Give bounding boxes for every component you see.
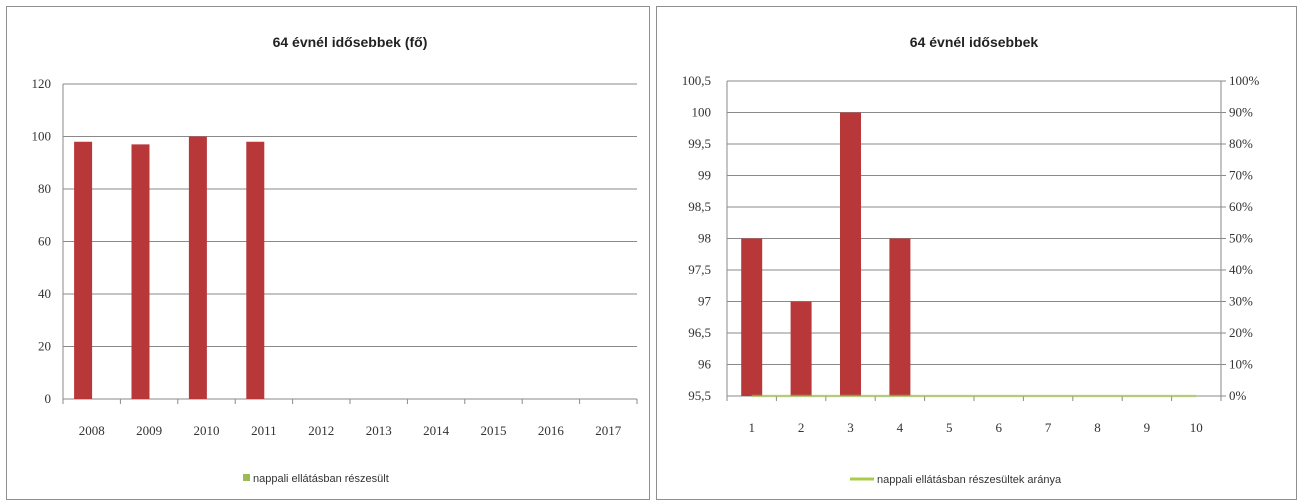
x-tick-label: 7 (1045, 420, 1052, 435)
y-tick-label: 0 (45, 391, 52, 406)
y2-tick-label: 20% (1229, 325, 1253, 340)
x-tick-label: 5 (946, 420, 953, 435)
x-tick-label: 2008 (79, 423, 105, 438)
bar (790, 301, 812, 396)
x-tick-label: 3 (847, 420, 854, 435)
y-tick-label: 20 (38, 339, 51, 354)
chart-panel-indexed: 64 évnél idősebbek 95,5 96 96,5 97 97,5 98 98,5… (656, 6, 1297, 500)
y-tick-label: 97,5 (688, 262, 711, 277)
y2-tick-label: 60% (1229, 199, 1253, 214)
y2-tick-label: 30% (1229, 294, 1253, 309)
x-tick-label: 2014 (423, 423, 450, 438)
y-tick-label: 98 (698, 231, 711, 246)
x-tick-label: 2009 (136, 423, 162, 438)
y-tick-label: 96 (698, 357, 712, 372)
x-tick-label: 10 (1190, 420, 1203, 435)
y-tick-label: 99 (698, 168, 711, 183)
y-tick-label: 95,5 (688, 388, 711, 403)
x-tick-label: 2 (798, 420, 805, 435)
combo-chart-indexed: 64 évnél idősebbek95,59696,59797,59898,5… (682, 34, 1260, 486)
bar (840, 112, 861, 396)
bar (246, 141, 265, 399)
y2-tick-label: 100% (1229, 73, 1260, 88)
y2-tick-label: 40% (1229, 262, 1253, 277)
x-tick-label: 2011 (251, 423, 277, 438)
y-tick-label: 98,5 (688, 199, 711, 214)
bar (74, 141, 93, 399)
y-tick-label: 97 (698, 294, 712, 309)
y-tick-label: 100 (692, 105, 712, 120)
x-tick-label: 9 (1144, 420, 1151, 435)
chart-title: 64 évnél idősebbek (910, 34, 1039, 50)
y2-tick-label: 10% (1229, 357, 1253, 372)
y-tick-label: 96,5 (688, 325, 711, 340)
y-tick-label: 40 (38, 286, 51, 301)
y-tick-label: 99,5 (688, 136, 711, 151)
y2-tick-label: 80% (1229, 136, 1253, 151)
bar (188, 136, 207, 399)
x-tick-label: 2016 (538, 423, 565, 438)
x-tick-label: 2013 (366, 423, 392, 438)
x-tick-label: 8 (1094, 420, 1101, 435)
legend-square-marker (243, 474, 250, 481)
y-tick-label: 100,5 (682, 73, 711, 88)
y-tick-label: 120 (32, 76, 52, 91)
chart-title: 64 évnél idősebbek (fő) (273, 34, 428, 50)
y-tick-label: 100 (32, 129, 52, 144)
x-tick-label: 2010 (194, 423, 220, 438)
x-tick-label: 4 (897, 420, 904, 435)
y2-tick-label: 0% (1229, 388, 1247, 403)
x-tick-label: 6 (995, 420, 1002, 435)
bar (889, 238, 911, 396)
x-tick-label: 2015 (481, 423, 507, 438)
x-tick-label: 1 (748, 420, 755, 435)
bar (741, 238, 763, 396)
x-tick-label: 2017 (595, 423, 622, 438)
y2-tick-label: 70% (1229, 168, 1253, 183)
y-tick-label: 60 (38, 234, 51, 249)
y-tick-label: 80 (38, 181, 51, 196)
x-tick-label: 2012 (308, 423, 334, 438)
bar-chart-yearly: 64 évnél idősebbek (fő) 0 20 40 60 80 100 120 20… (32, 34, 638, 485)
bar (131, 144, 150, 399)
legend-label: nappali ellátásban részesült (253, 473, 389, 485)
legend-label: nappali ellátásban részesültek aránya (877, 474, 1062, 486)
y2-tick-label: 50% (1229, 231, 1253, 246)
chart-panel-yearly: 64 évnél idősebbek (fő) 0 20 40 60 80 100 120 20… (6, 6, 650, 500)
y2-tick-label: 90% (1229, 105, 1253, 120)
